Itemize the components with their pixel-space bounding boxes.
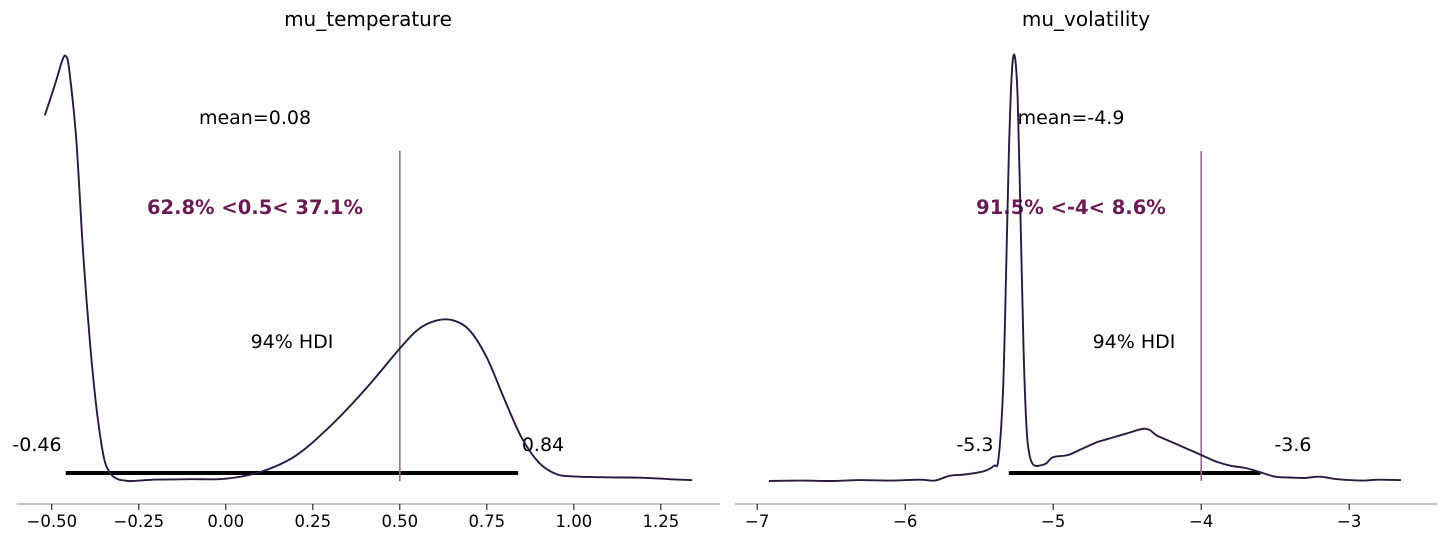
x-tick-label: 1.00 [555,512,592,531]
hdi-label: 94% HDI [251,331,334,353]
panel-mu-volatility: mu_volatility mean=-4.9 91.5% <-4< 8.6% … [735,7,1438,531]
kde-curve [43,54,693,482]
x-tick-label: −0.25 [114,512,165,531]
kde-curve [768,53,1402,482]
hdi-high-label: 0.84 [522,434,564,456]
panel-mu-temperature: mu_temperature mean=0.08 62.8% <0.5< 37.… [12,7,720,531]
chart-marks: −7 −6 −5 −4 −3 [735,53,1438,531]
x-tick-label: 0.25 [294,512,331,531]
x-tick-label: 1.25 [642,512,679,531]
plot-title: mu_volatility [1022,7,1150,31]
plot-title: mu_temperature [284,7,452,31]
reference-label: 91.5% <-4< 8.6% [976,196,1166,219]
x-tick-label: −3 [1337,512,1361,531]
hdi-label: 94% HDI [1093,331,1176,353]
x-tick-label: 0.75 [468,512,505,531]
x-tick-label: 0.00 [207,512,244,531]
mean-label: mean=-4.9 [1018,107,1125,129]
hdi-low-label: -5.3 [956,434,993,456]
x-tick-label: −0.50 [27,512,78,531]
x-tick-label: −7 [745,512,769,531]
chart-marks: −0.50 −0.25 0.00 0.25 0.50 0.75 1.00 1.25 [17,54,720,531]
hdi-low-label: -0.46 [12,434,61,456]
hdi-high-label: -3.6 [1274,434,1311,456]
x-tick-label: −6 [893,512,917,531]
mean-label: mean=0.08 [199,107,311,129]
x-tick-label: −5 [1041,512,1065,531]
reference-label: 62.8% <0.5< 37.1% [147,196,363,219]
x-tick-label: 0.50 [381,512,418,531]
x-tick-label: −4 [1189,512,1213,531]
